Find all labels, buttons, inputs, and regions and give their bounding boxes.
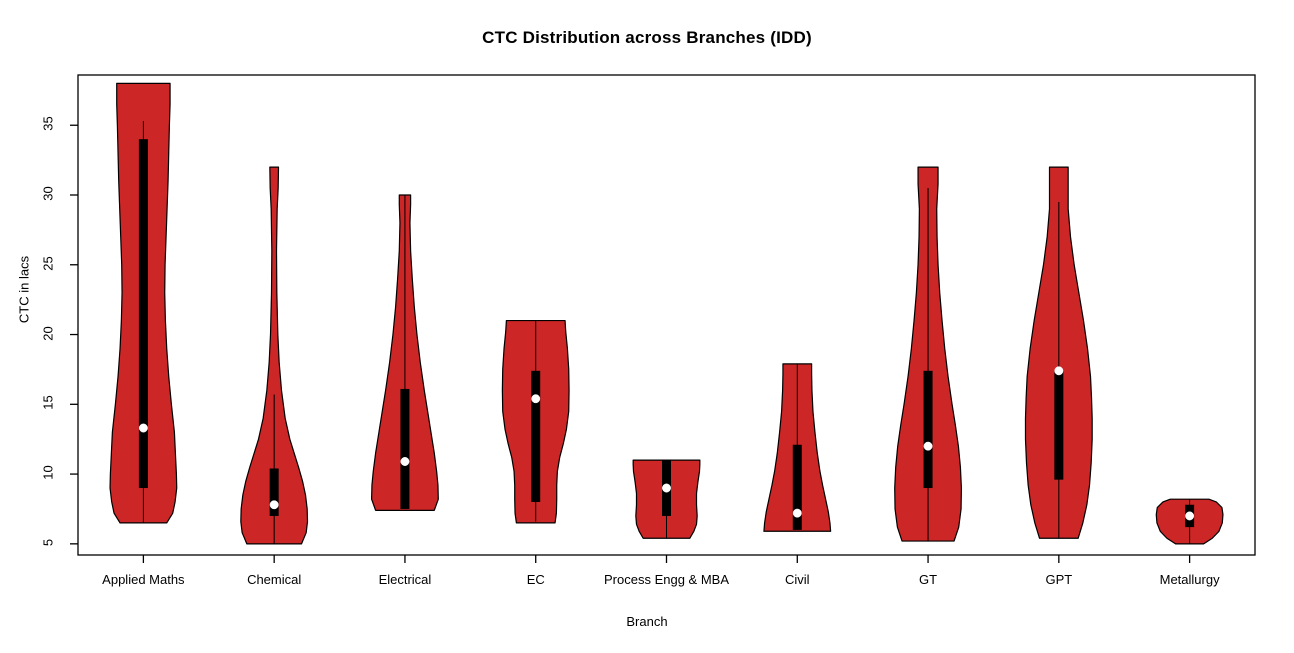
y-tick-label: 35 [40, 116, 56, 131]
x-tick-label: Process Engg & MBA [604, 572, 729, 587]
x-axis-title: Branch [626, 614, 668, 629]
median-point [923, 441, 933, 451]
iqr-box [531, 370, 541, 502]
iqr-box [400, 388, 410, 509]
violin-gt [894, 166, 963, 542]
x-tick-label: GPT [1045, 572, 1073, 587]
x-tick-label: Chemical [247, 572, 302, 587]
median-point [269, 500, 279, 510]
x-tick-label: Applied Maths [102, 572, 185, 587]
x-tick-label: GT [919, 572, 938, 587]
iqr-box [138, 139, 148, 489]
x-tick-label: Electrical [378, 572, 432, 587]
x-tick-label: Civil [784, 572, 810, 587]
x-tick-label: EC [526, 572, 545, 587]
violins-group [109, 82, 1224, 545]
violin-shape [240, 166, 309, 545]
iqr-box [792, 444, 802, 530]
y-tick-label: 20 [40, 325, 56, 341]
y-tick-label: 15 [40, 395, 56, 411]
violin-civil [763, 363, 832, 532]
violin-applied-maths [109, 82, 178, 524]
iqr-box [1054, 370, 1064, 480]
axis-frame [70, 74, 1256, 563]
median-point [400, 457, 410, 466]
y-tick-label: 5 [40, 538, 56, 546]
iqr-box [923, 370, 933, 489]
median-point [662, 483, 671, 493]
y-tick-label: 10 [40, 465, 56, 480]
median-point [138, 423, 148, 433]
x-tick-label: Metallurgy [1159, 572, 1220, 587]
violin-metallurgy [1155, 498, 1224, 545]
median-point [1054, 366, 1064, 376]
violin-chemical [240, 166, 309, 545]
median-point [531, 394, 541, 404]
violin-ec [501, 319, 570, 524]
violin-process-engg-mba [632, 459, 701, 539]
violin-gpt [1024, 166, 1093, 539]
page-title: CTC Distribution across Branches (IDD) [482, 28, 812, 47]
violin-electrical [371, 194, 439, 511]
y-tick-label: 25 [40, 256, 56, 271]
y-tick-label: 30 [40, 186, 56, 201]
median-point [792, 508, 802, 518]
iqr-box [269, 468, 279, 516]
median-point [1185, 511, 1195, 521]
